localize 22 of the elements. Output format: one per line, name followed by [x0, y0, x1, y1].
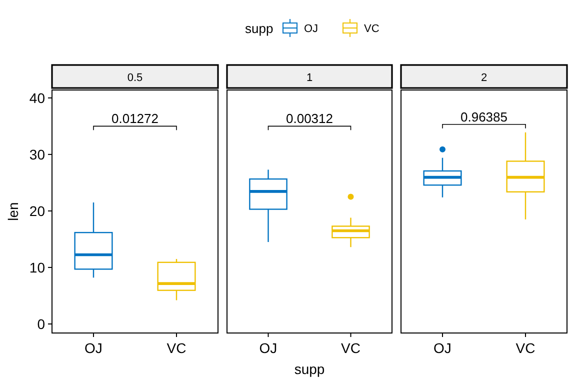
legend-label: VC [364, 23, 380, 35]
legend-title: supp [245, 21, 274, 36]
annotation: 0.00312 [286, 111, 333, 126]
x-tick-label: VC [166, 340, 186, 356]
annotation: 0.96385 [460, 109, 508, 124]
y-axis-title: len [5, 202, 21, 221]
chart-title: 1 [306, 72, 313, 84]
legend-label: OJ [304, 23, 318, 35]
y-tick-label: 30 [29, 146, 46, 162]
x-tick-label: VC [341, 340, 360, 356]
x-tick-label: OJ [259, 340, 278, 356]
x-axis-title: supp [294, 361, 325, 377]
y-tick-label: 20 [29, 202, 46, 219]
annotation: 0.01272 [112, 111, 158, 126]
y-tick-label: 0 [37, 316, 46, 332]
chart-title: 0.5 [127, 72, 143, 84]
x-tick-label: OJ [84, 340, 102, 356]
x-tick-label: OJ [434, 340, 452, 356]
y-tick-label: 10 [29, 259, 46, 276]
chart-title: 2 [480, 72, 488, 84]
y-tick-label: 40 [29, 90, 46, 106]
x-tick-label: VC [516, 340, 536, 356]
